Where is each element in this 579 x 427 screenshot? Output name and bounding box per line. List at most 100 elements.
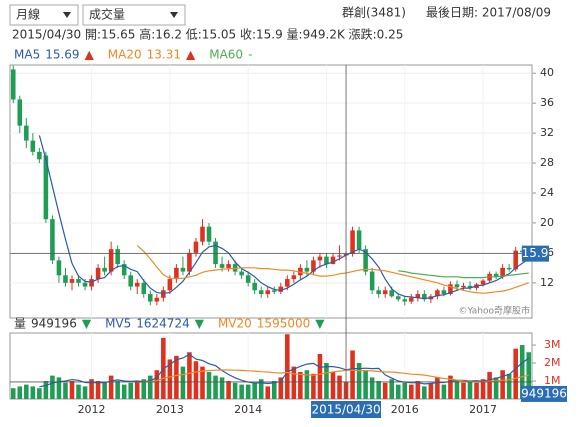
candle-body bbox=[134, 282, 140, 287]
legend-value: 13.31 bbox=[147, 48, 181, 62]
period-select-text: 月線 bbox=[16, 7, 40, 22]
volume-bar bbox=[298, 372, 303, 399]
volume-bar bbox=[389, 379, 394, 399]
x-tick-label: 2014 bbox=[234, 403, 262, 416]
candle-body bbox=[271, 290, 277, 292]
indicator-select[interactable] bbox=[82, 4, 186, 26]
volume-bar bbox=[200, 366, 205, 399]
volume-bar bbox=[167, 359, 173, 399]
candle-body bbox=[265, 290, 271, 295]
volume-bar bbox=[311, 373, 316, 399]
volume-bar bbox=[363, 370, 368, 399]
legend-arrow: ▼ bbox=[82, 317, 92, 331]
y-tick-label: 20 bbox=[540, 216, 554, 229]
volume-bar bbox=[82, 386, 88, 399]
candle-body bbox=[95, 267, 101, 280]
volume-bar bbox=[213, 375, 218, 399]
volume-bar bbox=[350, 350, 355, 399]
candle-body bbox=[376, 290, 381, 295]
crosshair-value: 949196 bbox=[521, 386, 567, 400]
candle-body bbox=[506, 267, 512, 270]
candle-body bbox=[10, 69, 16, 100]
legend-name: MA20 bbox=[108, 48, 142, 62]
volume-bar bbox=[382, 382, 388, 399]
candle-body bbox=[467, 285, 473, 289]
candle-body bbox=[330, 256, 336, 265]
candle-body bbox=[382, 290, 388, 295]
candle-body bbox=[115, 249, 120, 265]
volume-bar bbox=[89, 379, 94, 399]
candle-body bbox=[154, 297, 160, 302]
candle-body bbox=[174, 267, 179, 280]
legend-value: 1595000 bbox=[257, 317, 310, 331]
candle-body bbox=[82, 282, 88, 287]
y-tick-label: 32 bbox=[540, 126, 554, 139]
volume-bar bbox=[148, 375, 153, 399]
candle-body bbox=[102, 267, 107, 272]
volume-bar bbox=[115, 381, 120, 399]
candle-body bbox=[448, 284, 453, 295]
candle-body bbox=[232, 264, 238, 272]
legend-name: 量 bbox=[14, 317, 26, 331]
candle-body bbox=[108, 249, 114, 272]
candle-body bbox=[89, 279, 94, 287]
volume-bar bbox=[395, 384, 401, 399]
candle-body bbox=[350, 230, 355, 254]
candle-body bbox=[121, 264, 127, 276]
volume-bar bbox=[324, 363, 329, 399]
candle-body bbox=[24, 125, 29, 141]
candle-body bbox=[187, 252, 192, 272]
volume-bar bbox=[415, 381, 421, 399]
volume-bar bbox=[467, 381, 473, 399]
y-tick-label: 40 bbox=[540, 66, 554, 79]
candle-body bbox=[461, 285, 466, 288]
legend-value: 15.69 bbox=[45, 48, 79, 62]
legend-value: 1624724 bbox=[136, 317, 189, 331]
candle-body bbox=[148, 294, 153, 302]
x-tick-label: 2013 bbox=[156, 403, 184, 416]
volume-bar bbox=[461, 382, 466, 399]
volume-bar bbox=[193, 361, 199, 399]
volume-bar bbox=[487, 372, 492, 399]
dropdown-arrow bbox=[170, 12, 178, 18]
candle-body bbox=[356, 230, 362, 250]
x-tick-label: 2012 bbox=[78, 403, 106, 416]
legend-arrow: ▲ bbox=[186, 48, 196, 62]
volume-bar bbox=[108, 375, 114, 399]
legend-name: MV5 bbox=[105, 317, 131, 331]
volume-bar bbox=[409, 384, 414, 399]
period-select[interactable] bbox=[9, 4, 79, 26]
volume-bar bbox=[245, 384, 251, 399]
legend-arrow: ▲ bbox=[85, 48, 95, 62]
volume-bar bbox=[232, 382, 238, 399]
volume-bar bbox=[206, 372, 212, 399]
volume-bar bbox=[69, 381, 75, 399]
volume-bar bbox=[128, 382, 133, 399]
volume-bar bbox=[291, 366, 297, 399]
volume-bar bbox=[187, 352, 192, 399]
candle-body bbox=[493, 273, 499, 277]
y-tick-label: 2M bbox=[544, 356, 561, 369]
legend-name: MV20 bbox=[218, 317, 252, 331]
legend-name: MA5 bbox=[14, 48, 40, 62]
volume-bar bbox=[513, 348, 518, 399]
candle-body bbox=[285, 279, 290, 287]
volume-bar bbox=[317, 354, 323, 399]
volume-bar bbox=[376, 381, 381, 399]
volume-bar bbox=[441, 384, 447, 399]
candle-body bbox=[435, 290, 440, 297]
candle-body bbox=[219, 264, 225, 268]
volume-bar bbox=[519, 345, 525, 399]
legend-name: MA60 bbox=[209, 48, 243, 62]
volume-bar bbox=[271, 381, 277, 399]
volume-bar bbox=[474, 382, 479, 399]
candle-body bbox=[369, 271, 375, 291]
candle-body bbox=[317, 256, 323, 261]
legend-value: 949196 bbox=[31, 317, 77, 331]
volume-bar bbox=[304, 370, 310, 399]
volume-bar bbox=[180, 366, 186, 399]
candle-body bbox=[76, 279, 81, 283]
candle-body bbox=[304, 267, 310, 272]
volume-bar bbox=[95, 381, 101, 399]
dropdown-arrow bbox=[63, 12, 71, 18]
